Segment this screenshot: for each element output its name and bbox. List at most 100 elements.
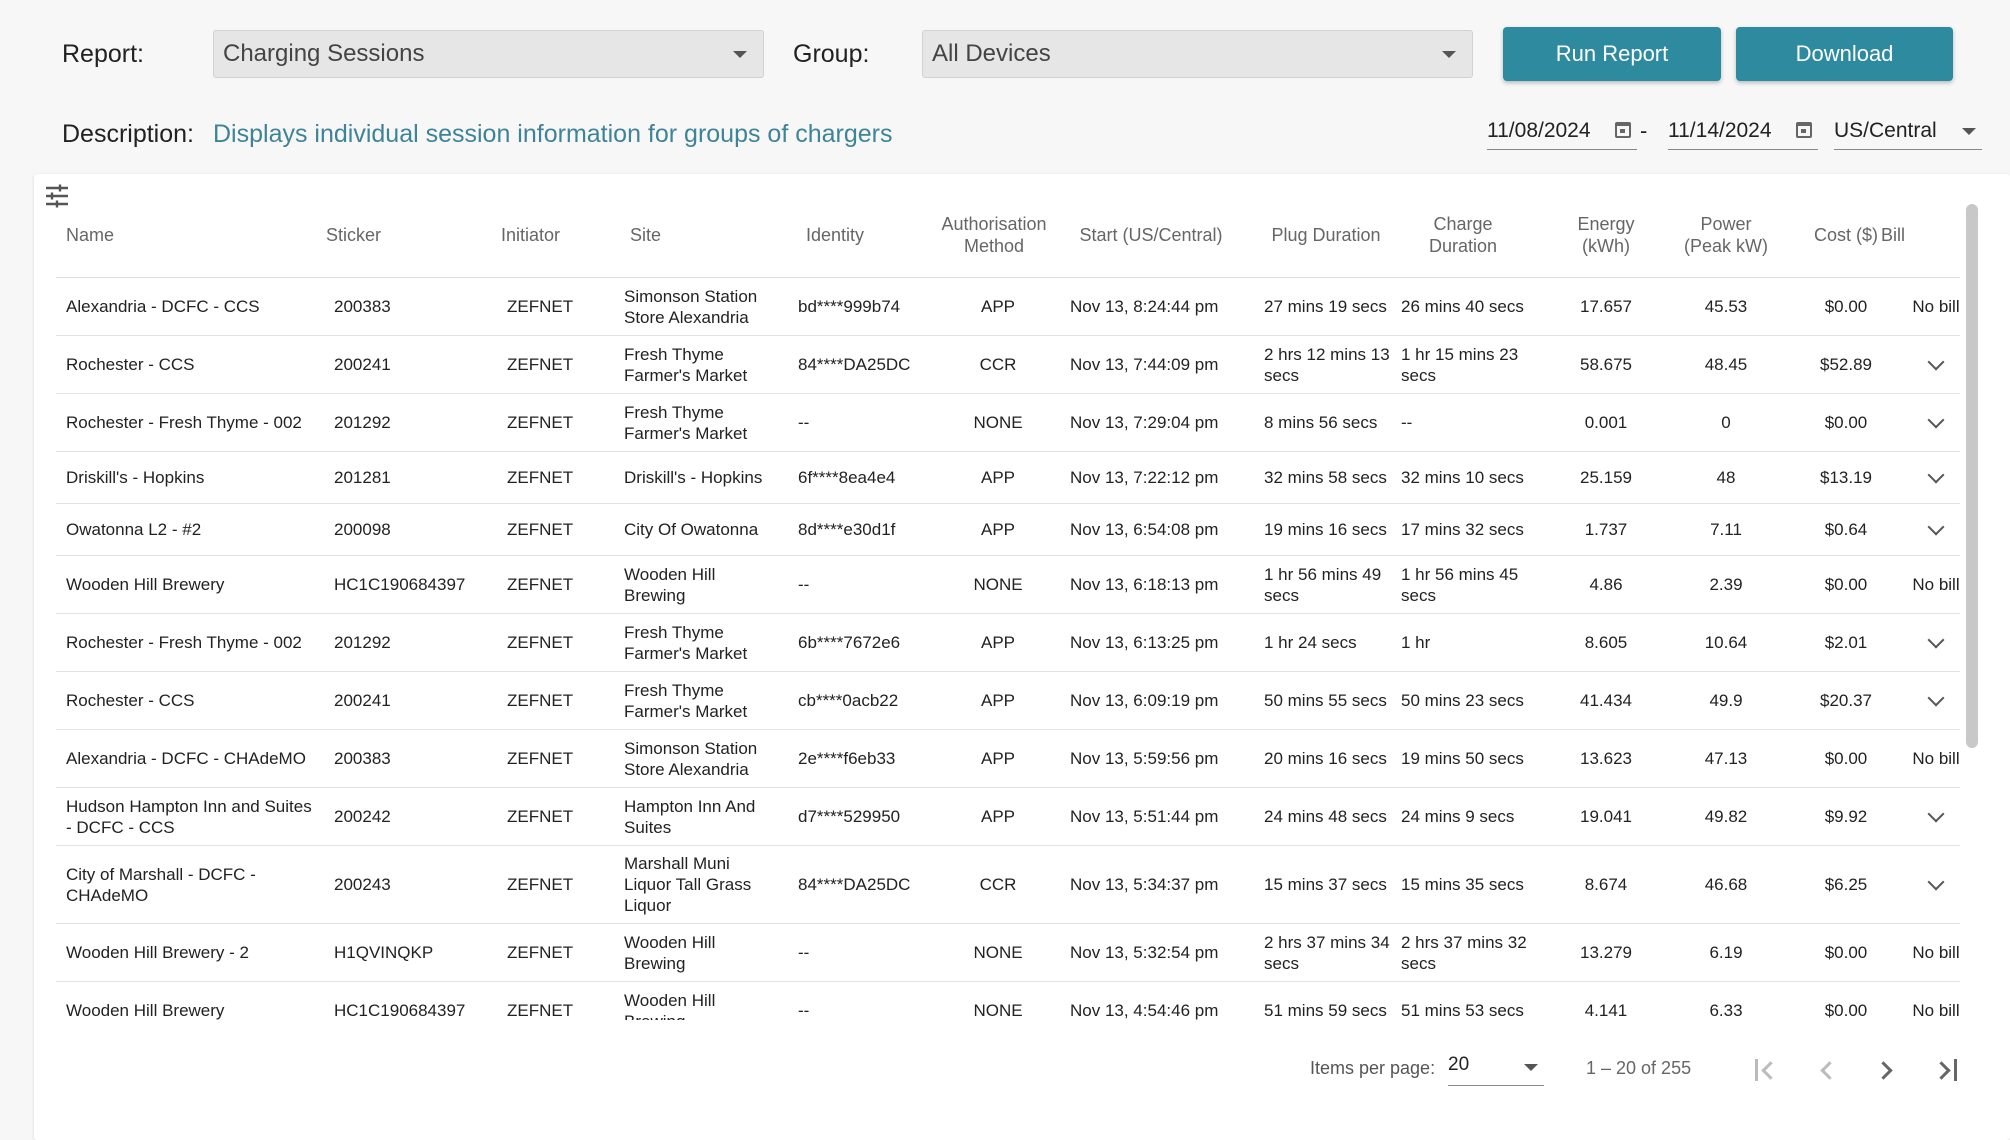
download-button[interactable]: Download [1736,27,1953,81]
table-row[interactable]: Owatonna L2 - #2 200098 ZEFNET City Of Owat… [56,504,1960,556]
expand-chevron-icon[interactable] [1927,518,1945,535]
run-report-button[interactable]: Run Report [1503,27,1721,81]
cell-sticker: 200243 [334,875,391,894]
column-header[interactable]: Authorisation Method [941,214,1047,256]
cell-name: City of Marshall - DCFC - CHAdeMO [66,864,256,905]
report-table-card: Name Sticker Initiator Site Identity Authoris… [34,174,2010,1140]
cell-identity: d7****529950 [798,807,901,826]
last-page-button[interactable] [1932,1056,1960,1084]
cell-initiator: ZEFNET [507,575,574,594]
items-per-page-select[interactable]: 20 [1448,1054,1544,1086]
column-header[interactable]: Name [66,225,115,245]
column-header[interactable]: Start (US/Central) [1079,225,1223,245]
cell-energy: 8.605 [1584,633,1628,652]
column-header[interactable]: Cost ($) [1813,225,1878,245]
column-header[interactable]: Identity [806,225,865,245]
date-from-field[interactable]: 11/08/2024 [1487,112,1637,150]
expand-chevron-icon[interactable] [1927,805,1945,822]
first-page-button[interactable] [1752,1056,1780,1084]
table-row[interactable]: Rochester - Fresh Thyme - 002 201292 ZEFNE… [56,394,1960,452]
expand-chevron-icon[interactable] [1927,466,1945,483]
column-header[interactable]: Plug Duration [1271,225,1381,245]
cell-auth: NONE [973,575,1023,594]
table-row[interactable]: Rochester - CCS 200241 ZEFNET Fresh Thyme F… [56,336,1960,394]
cell-cost: $2.01 [1824,633,1868,652]
cell-charge: 19 mins 50 secs [1401,749,1524,768]
column-header[interactable]: Site [630,225,662,245]
table-row[interactable]: Wooden Hill Brewery - 2 H1QVINQKP ZEFNET Wo… [56,924,1960,982]
table-row[interactable]: Wooden Hill Brewery HC1C190684397 ZEFNET Wo… [56,556,1960,614]
table-row[interactable]: Alexandria - DCFC - CCS 200383 ZEFNET Simon… [56,278,1960,336]
expand-chevron-icon[interactable] [1927,873,1945,890]
paginator: Items per page: 20 1 – 20 of 255 [34,1050,2010,1110]
cell-plug: 51 mins 59 secs [1264,1001,1387,1020]
prev-page-button[interactable] [1812,1056,1840,1084]
calendar-icon[interactable] [1615,122,1631,138]
column-header[interactable]: Charge Duration [1428,214,1498,256]
cell-initiator: ZEFNET [507,297,574,316]
table-row[interactable]: Driskill's - Hopkins 201281 ZEFNET Driskill… [56,452,1960,504]
cell-cost: $0.00 [1824,575,1868,594]
cell-identity: bd****999b74 [798,297,901,316]
cell-charge: 1 hr [1401,633,1431,652]
chevron-down-icon [1524,1064,1538,1071]
cell-power: 10.64 [1704,633,1748,652]
cell-auth: APP [980,520,1016,539]
filter-settings-icon[interactable] [44,184,70,208]
column-header[interactable]: Bill [1881,225,1906,245]
cell-name: Hudson Hampton Inn and Suites - DCFC - C… [66,796,312,837]
cell-plug: 24 mins 48 secs [1264,807,1387,826]
cell-charge: 1 hr 15 mins 23 secs [1401,344,1519,385]
cell-plug: 32 mins 58 secs [1264,468,1387,487]
report-select[interactable]: Charging Sessions [213,30,764,78]
cell-plug: 50 mins 55 secs [1264,691,1387,710]
items-per-page-value: 20 [1448,1054,1470,1075]
column-header[interactable]: Initiator [501,225,561,245]
cell-cost: $0.00 [1824,297,1868,316]
cell-plug: 27 mins 19 secs [1264,297,1387,316]
table-row[interactable]: Rochester - CCS 200241 ZEFNET Fresh Thyme F… [56,672,1960,730]
sessions-table: Name Sticker Initiator Site Identity Authoris… [56,192,1960,1020]
timezone-select[interactable]: US/Central [1834,112,1982,150]
table-row[interactable]: Wooden Hill Brewery HC1C190684397 ZEFNET Wo… [56,982,1960,1021]
cell-name: Driskill's - Hopkins [66,468,205,487]
cell-auth: CCR [979,875,1017,894]
expand-chevron-icon[interactable] [1927,689,1945,706]
group-select[interactable]: All Devices [922,30,1473,78]
column-header[interactable]: Power (Peak kW) [1683,214,1768,256]
cell-bill [1906,336,1960,393]
cell-energy: 17.657 [1580,297,1632,316]
scrollbar-thumb[interactable] [1966,204,1978,748]
column-header[interactable]: Sticker [326,225,382,245]
cell-name: Rochester - CCS [66,691,195,710]
cell-auth: APP [980,691,1016,710]
table-row[interactable]: Alexandria - DCFC - CHAdeMO 200383 ZEFNET S… [56,730,1960,788]
cell-auth: NONE [973,413,1023,432]
cell-start: Nov 13, 5:51:44 pm [1070,807,1219,826]
cell-site: Driskill's - Hopkins [624,468,763,487]
cell-site: Fresh Thyme Farmer's Market [624,622,748,663]
next-page-button[interactable] [1872,1056,1900,1084]
table-row[interactable]: Rochester - Fresh Thyme - 002 201292 ZEFNE… [56,614,1960,672]
chevron-right-icon [1932,1060,1951,1080]
cell-energy: 58.675 [1580,355,1632,374]
table-row[interactable]: City of Marshall - DCFC - CHAdeMO 200243 Z… [56,846,1960,924]
column-header[interactable]: Energy (kWh) [1577,214,1635,256]
cell-name: Owatonna L2 - #2 [66,520,202,539]
chevron-down-icon [1962,128,1976,135]
expand-chevron-icon[interactable] [1927,411,1945,428]
expand-chevron-icon[interactable] [1927,631,1945,648]
table-row[interactable]: Hudson Hampton Inn and Suites - DCFC - C… [56,788,1960,846]
cell-bill: No bill [1912,749,1960,768]
cell-auth: APP [980,749,1016,768]
table-scrollbar[interactable] [1964,200,1980,1020]
expand-chevron-icon[interactable] [1927,353,1945,370]
cell-cost: $6.25 [1824,875,1868,894]
date-to-field[interactable]: 11/14/2024 [1668,112,1818,150]
cell-auth: APP [980,807,1016,826]
cell-name: Alexandria - DCFC - CHAdeMO [66,749,306,768]
last-page-icon [1954,1059,1957,1081]
cell-bill [1906,672,1960,729]
calendar-icon[interactable] [1796,122,1812,138]
cell-name: Rochester - CCS [66,355,195,374]
